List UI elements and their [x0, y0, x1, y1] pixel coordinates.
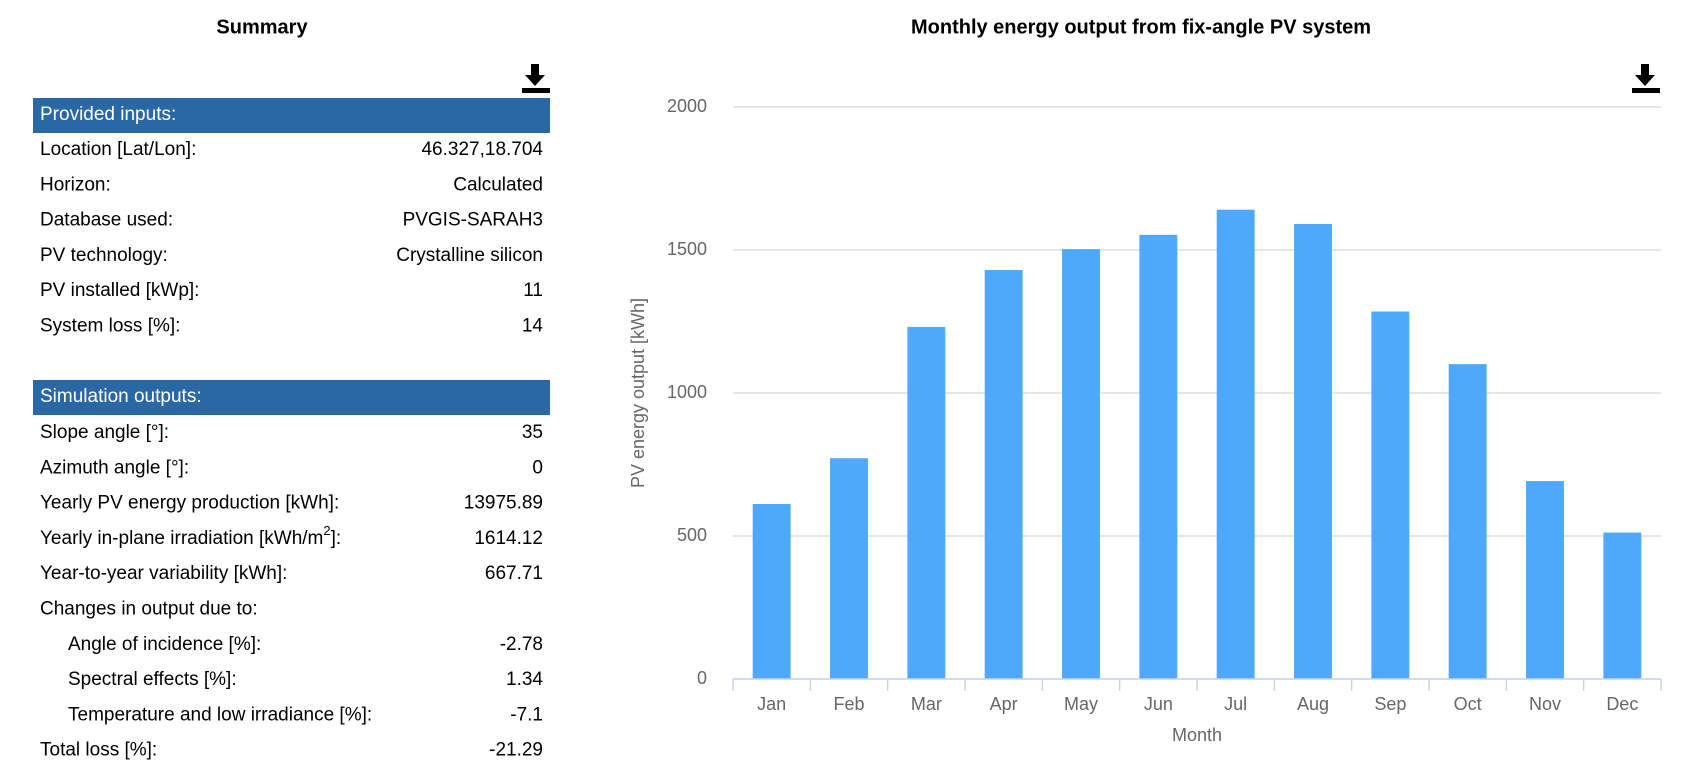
- row-label: Slope angle [°]:: [40, 422, 169, 443]
- row-value: 14: [522, 316, 544, 337]
- bar: [907, 326, 946, 679]
- row-value: PVGIS-SARAH3: [403, 210, 543, 231]
- row-value: 1614.12: [474, 528, 543, 549]
- bar: [752, 503, 791, 679]
- row-label: Yearly in-plane irradiation [kWh/m2]:: [40, 523, 341, 549]
- x-tick-label: Apr: [990, 694, 1018, 714]
- y-tick-label: 500: [677, 525, 707, 545]
- row-label: Temperature and low irradiance [%]:: [68, 704, 372, 725]
- row-label: Year-to-year variability [kWh]:: [40, 563, 287, 584]
- row-value: -7.1: [510, 704, 543, 725]
- y-tick-label: 1000: [667, 382, 707, 402]
- bar: [984, 270, 1023, 679]
- summary-title: Summary: [216, 16, 308, 38]
- y-tick-label: 2000: [667, 96, 707, 116]
- row-value: Calculated: [453, 174, 543, 195]
- bar: [1139, 234, 1178, 680]
- x-tick-label: Aug: [1297, 694, 1329, 714]
- x-tick-label: Mar: [911, 694, 942, 714]
- row-value: -2.78: [500, 634, 543, 655]
- row-label: System loss [%]:: [40, 316, 180, 337]
- x-tick-label: Jan: [757, 694, 786, 714]
- row-value: 1.34: [506, 669, 543, 690]
- y-axis-label: PV energy output [kWh]: [628, 298, 648, 488]
- x-axis-label: Month: [1172, 725, 1222, 745]
- bar: [1062, 249, 1100, 679]
- row-value: Crystalline silicon: [396, 245, 543, 266]
- bar: [1216, 209, 1255, 679]
- chart-title: Monthly energy output from fix-angle PV …: [911, 16, 1371, 38]
- bar: [1448, 364, 1487, 679]
- row-value: 13975.89: [464, 493, 543, 514]
- x-tick-label: Feb: [833, 694, 864, 714]
- row-value: 0: [532, 457, 543, 478]
- row-label: Angle of incidence [%]:: [68, 634, 261, 655]
- x-tick-label: Nov: [1529, 694, 1561, 714]
- row-label: Yearly PV energy production [kWh]:: [40, 493, 339, 514]
- section-header: [33, 380, 550, 415]
- label-part: ]:: [331, 528, 342, 549]
- section-heading: Simulation outputs:: [40, 386, 202, 407]
- row-label: Total loss [%]:: [40, 740, 157, 761]
- row-label: Database used:: [40, 210, 173, 231]
- row-label: Location [Lat/Lon]:: [40, 139, 196, 160]
- x-tick-label: Jun: [1144, 694, 1173, 714]
- x-tick-label: May: [1064, 694, 1098, 714]
- section-header: [33, 98, 550, 133]
- download-button[interactable]: [1632, 64, 1660, 93]
- bar: [1603, 532, 1642, 679]
- row-value: 46.327,18.704: [421, 139, 543, 160]
- bar: [1371, 311, 1410, 679]
- superscript: 2: [323, 523, 330, 538]
- row-value: 667.71: [485, 563, 543, 584]
- row-label: Spectral effects [%]:: [68, 669, 237, 690]
- x-tick-label: Jul: [1224, 694, 1247, 714]
- bar: [1526, 481, 1564, 679]
- x-tick-label: Sep: [1374, 694, 1406, 714]
- row-value: 11: [523, 280, 543, 301]
- row-label: PV technology:: [40, 245, 168, 266]
- group-heading: Changes in output due to:: [40, 599, 258, 620]
- row-label: PV installed [kWp]:: [40, 280, 199, 301]
- row-value: 35: [522, 422, 543, 443]
- section-heading: Provided inputs:: [40, 104, 176, 125]
- label-part: Yearly in-plane irradiation [kWh/m: [40, 528, 323, 549]
- x-tick-label: Dec: [1606, 694, 1638, 714]
- row-label: Azimuth angle [°]:: [40, 457, 189, 478]
- bar: [830, 458, 868, 679]
- bar: [1294, 223, 1332, 679]
- row-value: -21.29: [489, 740, 543, 761]
- y-tick-label: 0: [697, 668, 707, 688]
- download-button[interactable]: [522, 64, 550, 93]
- row-label: Horizon:: [40, 174, 111, 195]
- x-tick-label: Oct: [1454, 694, 1482, 714]
- y-tick-label: 1500: [667, 239, 707, 259]
